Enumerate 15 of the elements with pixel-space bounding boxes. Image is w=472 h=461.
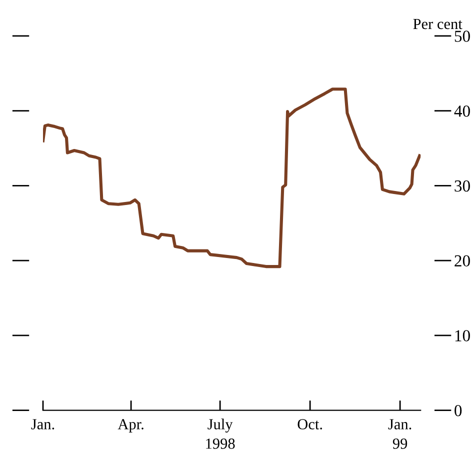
x-tick-label: Oct. bbox=[298, 419, 322, 430]
y-tick-label: 10 bbox=[455, 330, 470, 342]
x-tick-label: Jan. bbox=[388, 419, 412, 430]
y-tick-label: 30 bbox=[454, 180, 470, 192]
y-tick-label: 20 bbox=[454, 255, 470, 267]
line-series bbox=[43, 88, 421, 268]
y-tick-label: 0 bbox=[454, 404, 462, 416]
y-tick-label: 40 bbox=[454, 106, 470, 117]
x2-tick-label: 99 bbox=[392, 438, 408, 449]
x-tick-label: Jan. bbox=[31, 419, 54, 430]
y-tick-label: 50 bbox=[454, 30, 470, 42]
x-tick-label: July bbox=[208, 418, 233, 433]
y-axis-title: Per cent bbox=[413, 18, 462, 30]
x2-tick-label: 1998 bbox=[206, 438, 235, 449]
x-tick-label: Apr. bbox=[118, 419, 144, 432]
